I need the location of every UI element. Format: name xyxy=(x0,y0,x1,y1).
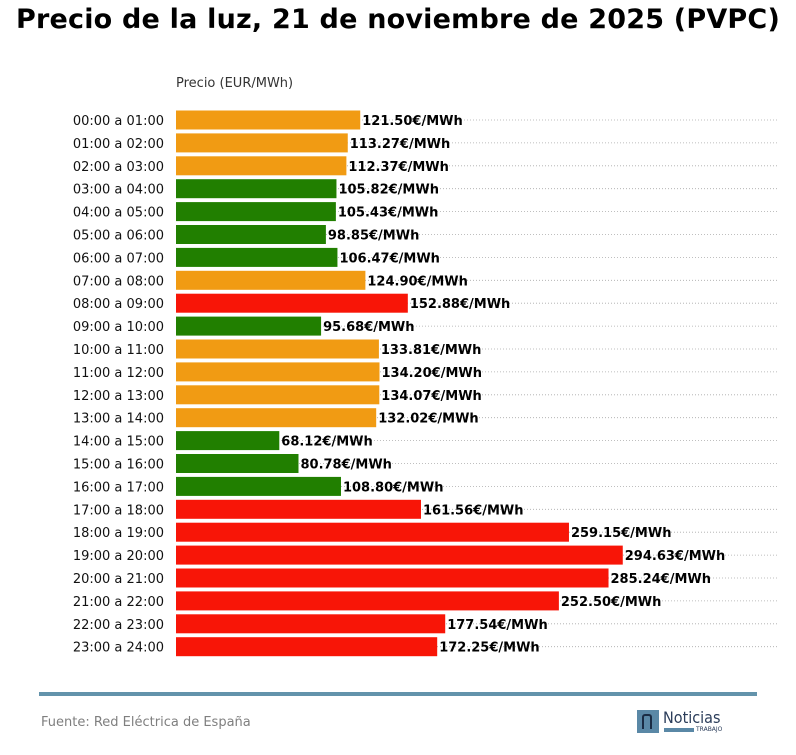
bar xyxy=(176,431,280,451)
bar xyxy=(176,637,438,657)
y-tick-label: 02:00 a 03:00 xyxy=(73,160,164,175)
data-label: 132.02€/MWh xyxy=(378,412,479,427)
y-tick-label: 14:00 a 15:00 xyxy=(73,435,164,450)
bar xyxy=(176,522,569,542)
y-tick-label: 22:00 a 23:00 xyxy=(73,618,164,633)
data-label: 112.37€/MWh xyxy=(348,160,449,175)
bar xyxy=(176,133,348,153)
bar xyxy=(176,385,380,405)
bar xyxy=(176,270,366,290)
data-label: 68.12€/MWh xyxy=(281,435,372,450)
y-tick-label: 01:00 a 02:00 xyxy=(73,137,164,152)
data-label: 124.90€/MWh xyxy=(367,274,468,289)
data-label: 95.68€/MWh xyxy=(323,320,414,335)
source-note: Fuente: Red Eléctrica de España xyxy=(41,715,251,730)
y-tick-label: 19:00 a 20:00 xyxy=(73,549,164,564)
bar xyxy=(176,225,326,244)
bar xyxy=(176,408,377,428)
data-label: 80.78€/MWh xyxy=(300,458,391,473)
bar xyxy=(176,499,421,519)
bar xyxy=(176,591,559,611)
bar xyxy=(176,247,338,267)
data-label: 106.47€/MWh xyxy=(339,251,440,266)
bar xyxy=(176,568,609,588)
y-tick-label: 23:00 a 24:00 xyxy=(73,641,164,656)
bar xyxy=(176,293,408,313)
bar xyxy=(176,545,623,565)
data-label: 134.20€/MWh xyxy=(381,366,482,381)
bar xyxy=(176,614,446,634)
bar xyxy=(176,362,380,382)
y-tick-label: 13:00 a 14:00 xyxy=(73,412,164,427)
y-tick-label: 16:00 a 17:00 xyxy=(73,480,164,495)
y-tick-label: 09:00 a 10:00 xyxy=(73,320,164,335)
noticias-trabajo-logo: Noticias TRABAJO xyxy=(637,708,729,735)
logo-n-icon xyxy=(637,710,659,733)
data-label: 105.43€/MWh xyxy=(338,206,439,221)
data-label: 259.15€/MWh xyxy=(571,526,672,541)
y-tick-label: 17:00 a 18:00 xyxy=(73,503,164,518)
y-tick-label: 06:00 a 07:00 xyxy=(73,251,164,266)
y-tick-label: 21:00 a 22:00 xyxy=(73,595,164,610)
data-label: 294.63€/MWh xyxy=(625,549,726,564)
bar xyxy=(176,454,299,473)
data-label: 98.85€/MWh xyxy=(328,229,419,244)
y-tick-label: 04:00 a 05:00 xyxy=(73,206,164,221)
y-tick-label: 00:00 a 01:00 xyxy=(73,114,164,129)
y-tick-label: 05:00 a 06:00 xyxy=(73,229,164,244)
data-label: 252.50€/MWh xyxy=(561,595,662,610)
chart-title: Precio de la luz, 21 de noviembre de 202… xyxy=(16,4,780,35)
data-label: 133.81€/MWh xyxy=(381,343,482,358)
y-tick-label: 15:00 a 16:00 xyxy=(73,458,164,473)
data-label: 177.54€/MWh xyxy=(447,618,547,633)
logo-subtitle: TRABAJO xyxy=(696,726,723,733)
data-label: 152.88€/MWh xyxy=(410,297,511,312)
bar xyxy=(176,202,336,222)
x-axis-label: Precio (EUR/MWh) xyxy=(176,76,293,91)
data-label: 161.56€/MWh xyxy=(423,503,524,518)
logo-underline xyxy=(664,728,694,732)
data-label: 108.80€/MWh xyxy=(343,480,444,495)
data-label: 285.24€/MWh xyxy=(611,572,712,587)
data-label: 105.82€/MWh xyxy=(338,183,439,198)
data-label: 113.27€/MWh xyxy=(350,137,451,152)
y-tick-label: 18:00 a 19:00 xyxy=(73,526,164,541)
bar xyxy=(176,476,341,496)
bar xyxy=(176,110,361,130)
data-label: 172.25€/MWh xyxy=(439,641,539,656)
y-tick-label: 08:00 a 09:00 xyxy=(73,297,164,312)
y-tick-label: 20:00 a 21:00 xyxy=(73,572,164,587)
bar xyxy=(176,339,379,359)
data-label: 134.07€/MWh xyxy=(381,389,482,404)
y-tick-label: 10:00 a 11:00 xyxy=(73,343,164,358)
y-tick-label: 12:00 a 13:00 xyxy=(73,389,164,404)
bar-chart: Precio (EUR/MWh) 00:00 a 01:00 01:00 a 02… xyxy=(73,76,778,657)
bar xyxy=(176,156,347,176)
bar xyxy=(176,316,322,336)
logo-word: Noticias xyxy=(663,708,721,727)
y-tick-label: 07:00 a 08:00 xyxy=(73,274,164,289)
data-label: 121.50€/MWh xyxy=(362,114,463,129)
y-tick-label: 11:00 a 12:00 xyxy=(73,366,164,381)
bar xyxy=(176,179,337,199)
y-tick-label: 03:00 a 04:00 xyxy=(73,183,164,198)
footer-divider xyxy=(39,692,757,696)
